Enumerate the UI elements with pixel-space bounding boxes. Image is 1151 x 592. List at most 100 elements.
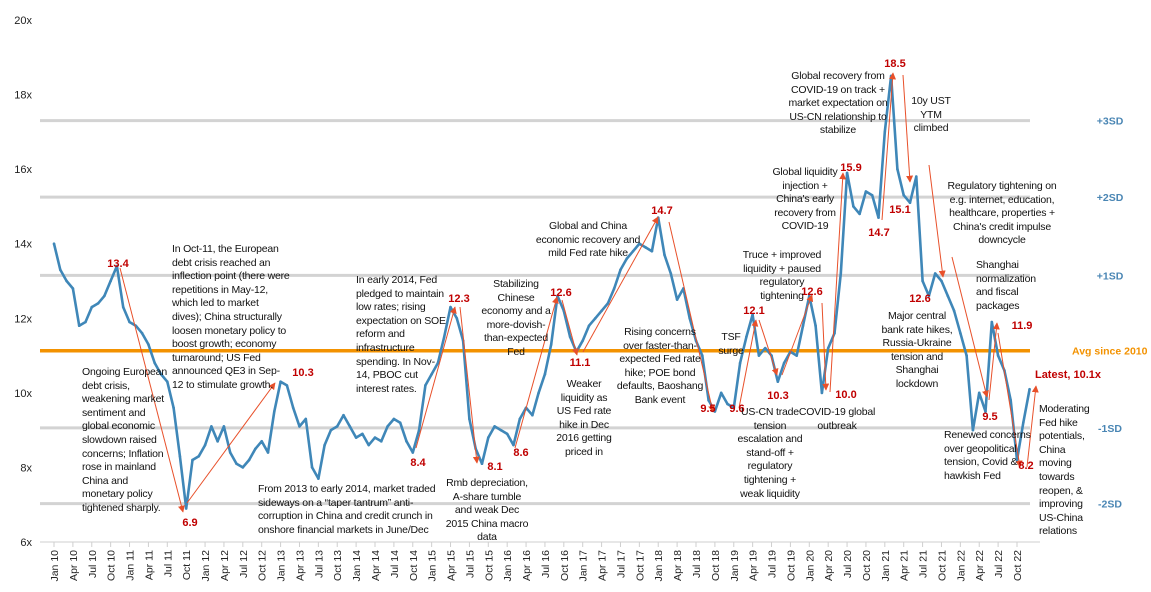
data-point [84,320,87,324]
x-tick-label: Oct 18 [710,550,722,581]
annotation-rmb-depreciation: Rmb depreciation, A-share tumble and wea… [445,477,529,544]
data-point [77,324,81,328]
data-point [518,417,522,421]
data-point [392,417,396,421]
data-point [468,417,471,421]
data-point [298,425,301,428]
x-tick-label: Jul 10 [87,550,99,578]
x-tick-label: Jul 11 [162,550,174,577]
annotation-arrow [186,382,276,504]
data-point [266,451,270,454]
x-tick-label: Apr 19 [748,550,760,581]
x-tick-label: Apr 17 [597,550,609,581]
data-point [726,402,729,406]
x-tick-label: Apr 16 [521,550,533,581]
point-label: 15.9 [840,162,861,174]
data-point [1021,421,1025,424]
data-point [430,372,433,376]
data-point [814,324,817,328]
data-point [776,380,780,383]
annotation-arrow [415,306,457,449]
annotation-arrow [459,306,480,464]
data-point [650,249,654,253]
x-tick-label: Jul 12 [238,550,250,578]
data-point [852,205,855,208]
latest-label: Latest, 10.1x [1035,369,1102,381]
annotation-global-liquidity: Global liquidity injection + China's ear… [772,166,838,233]
data-point [933,272,937,275]
x-tick-label: Jan 16 [502,550,514,582]
data-point [210,425,213,428]
annotation-arrow [821,302,830,391]
data-point [858,212,861,216]
data-point [669,272,673,275]
data-point [279,380,282,383]
point-label: 8.2 [1018,460,1033,472]
data-point [354,436,358,439]
point-label: 9.5 [700,403,715,415]
data-point [801,324,805,328]
data-point [990,320,994,324]
data-point [379,440,383,443]
data-point [411,451,415,454]
data-point [65,279,68,283]
annotation-moderating-fed: Moderating Fed hike potentials, China mo… [1039,403,1090,538]
x-tick-label: Jul 22 [993,550,1005,578]
data-point [839,272,843,275]
x-tick-label: Oct 12 [257,550,269,581]
annotation-ust-ytm: 10y UST YTM climbed [911,95,951,135]
annotation-arrow [881,72,897,221]
data-point [593,316,597,320]
data-point [927,294,931,298]
point-label: 12.6 [909,293,930,305]
data-point [197,454,201,458]
x-tick-label: Jan 21 [880,550,892,582]
data-point [398,421,402,424]
x-tick-label: Oct 21 [936,550,948,581]
data-point [1028,387,1031,391]
data-point [165,380,169,383]
data-point [140,331,144,335]
data-point [128,320,131,324]
data-point [512,443,515,447]
data-point [625,257,629,260]
data-point [883,130,887,134]
data-point [272,410,276,413]
annotation-arrow [668,221,715,413]
annotation-arrow [781,294,814,376]
data-point [216,440,219,443]
data-point [71,287,75,290]
data-point [751,313,754,316]
data-point [612,287,616,290]
annotation-arrow [997,332,1023,468]
data-point [172,406,175,410]
data-point [228,451,232,454]
annotation-regulatory-tightening: Regulatory tightening on e.g. internet, … [947,180,1057,247]
point-label: 10.3 [767,390,788,402]
data-point [663,253,666,257]
y-tick-label: 18x [14,90,32,102]
y-tick-label: 16x [14,164,32,176]
x-tick-label: Oct 15 [483,550,495,581]
sd-label: +2SD [1097,192,1124,204]
x-tick-label: Oct 11 [181,550,193,580]
data-point [260,440,264,443]
data-point [757,354,761,357]
annotation-covid-outbreak: COVID-19 global outbreak [798,406,876,432]
annotation-arrow [951,256,989,398]
point-label: 11.9 [1012,320,1033,332]
x-tick-label: Oct 19 [785,550,797,581]
point-label: 18.5 [884,58,905,70]
x-tick-label: Jul 17 [615,550,627,578]
data-point [971,428,975,432]
data-point [606,302,610,305]
data-point [921,279,924,283]
data-point [600,309,603,313]
annotation-arrow [514,296,559,449]
x-tick-label: Apr 21 [899,550,911,581]
data-point [361,432,364,436]
data-point [870,193,874,197]
point-label: 12.3 [448,293,469,305]
x-tick-label: Oct 10 [106,550,118,581]
data-point [329,428,333,432]
